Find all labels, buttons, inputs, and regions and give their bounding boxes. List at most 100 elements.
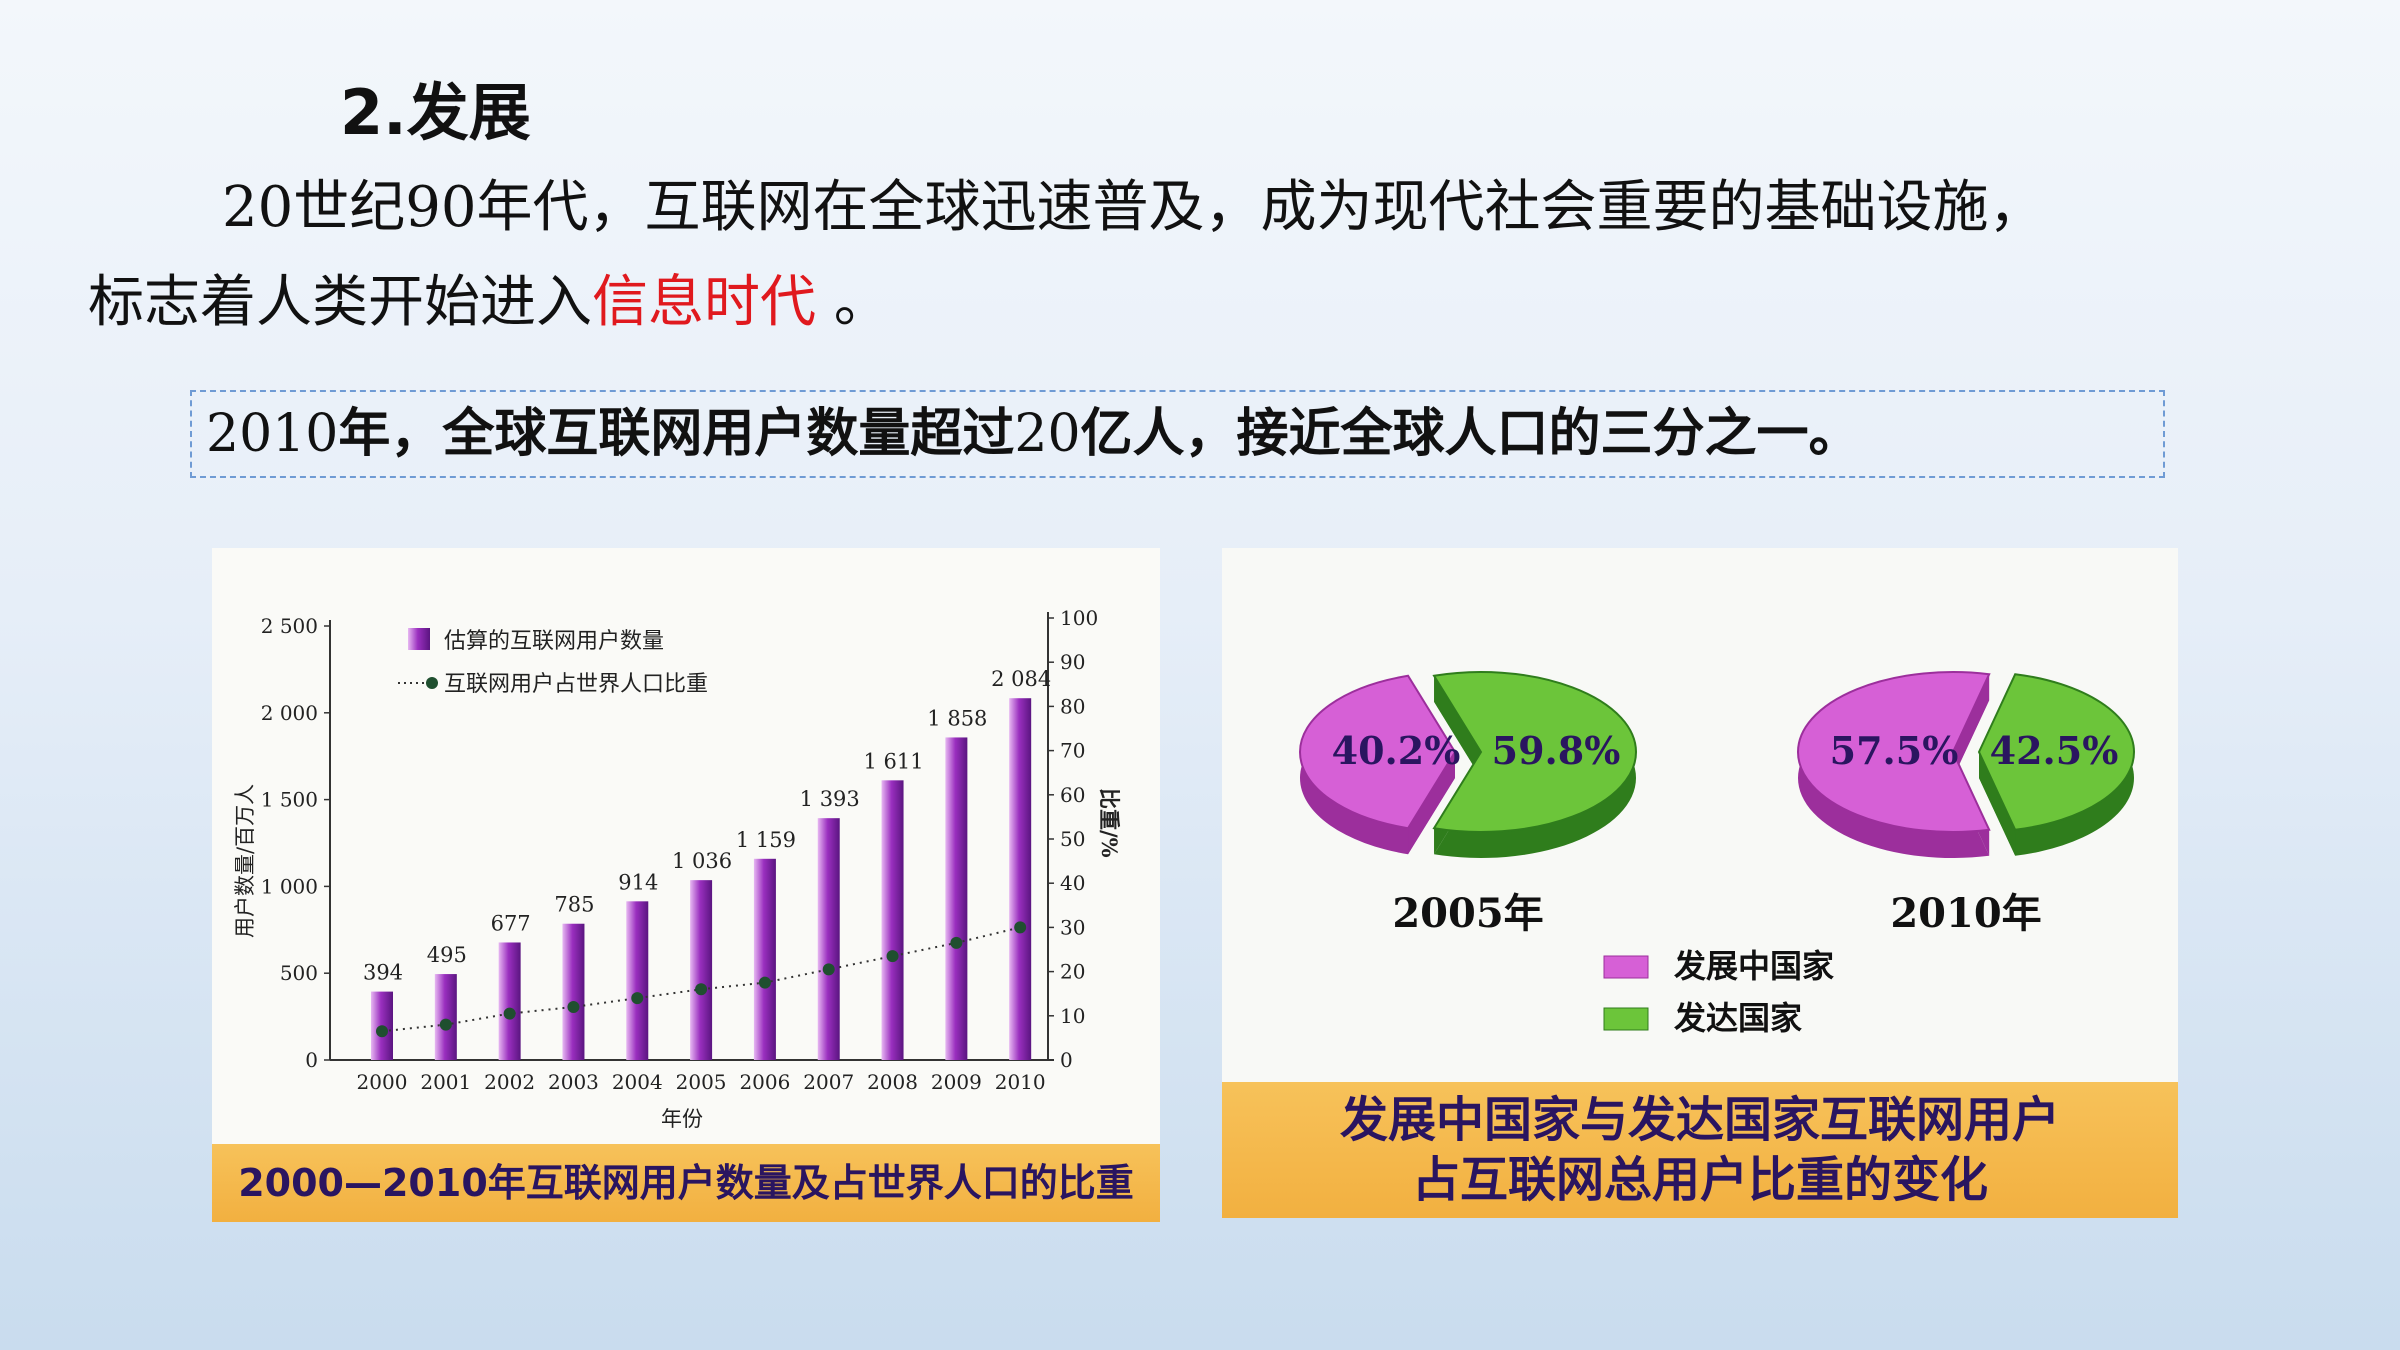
y-tick-label: 2 500 [261,614,318,638]
y2-tick-label: 20 [1060,960,1085,984]
legend-swatch [1603,955,1649,979]
bar-chart-panel: 0 500 1 000 1 500 2 000 2 500 0 10 20 30 40 50 60 70 8… [212,548,1160,1222]
pie-label-developed: 42.5% [1990,728,2119,773]
bar [562,923,585,1060]
x-axis-label: 年份 [661,1107,703,1131]
intro-line-2: 标志着人类开始进入信息时代 。 [88,255,2338,350]
x-tick-label: 2001 [420,1070,471,1094]
intro-paragraph: 20世纪90年代，互联网在全球迅速普及，成为现代社会重要的基础设施， 标志着人类… [88,160,2338,350]
x-tick-label: 2007 [803,1070,854,1094]
callout-number: 20 [1014,404,1081,464]
x-tick-label: 2002 [484,1070,535,1094]
share-point [376,1025,388,1038]
y2-tick-label: 80 [1060,694,1085,718]
y2-tick-label: 50 [1060,827,1085,851]
bar-data-label: 1 611 [863,749,923,773]
legend-label-users: 估算的互联网用户数量 [444,629,664,654]
y-tick-label: 2 000 [261,701,318,725]
share-point [695,983,708,996]
y2-axis-label: 比重/% [1097,788,1122,858]
bar [881,780,904,1060]
share-point [631,992,644,1005]
y-axis-label: 用户数量/百万人 [233,784,257,938]
pie-caption-line-1: 发展中国家与发达国家互联网用户 [1339,1092,2060,1148]
bar [498,942,521,1060]
pie-caption-line-2: 占互联网总用户比重的变化 [1411,1152,1988,1208]
pie-slice-developed [1432,671,1637,833]
pie-label-developed: 59.8% [1492,728,1621,773]
y2-tick-label: 40 [1060,871,1085,895]
x-tick-label: 2003 [548,1070,599,1094]
x-tick-label: 2005 [676,1070,727,1094]
y2-tick-label: 0 [1060,1048,1073,1072]
bar [1009,698,1032,1060]
x-tick-label: 2000 [357,1070,408,1094]
pie-label-developing: 57.5% [1830,728,1959,773]
intro-line-1: 20世纪90年代，互联网在全球迅速普及，成为现代社会重要的基础设施， [88,160,2338,255]
x-tick-label: 2004 [612,1070,663,1094]
x-tick-label: 2008 [867,1070,918,1094]
bar-data-label: 1 393 [800,787,860,811]
section-heading: 2.发展 [340,76,531,149]
legend-label: 发展中国家 [1674,947,1834,985]
bar-data-label: 677 [491,911,531,935]
y2-tick-label: 70 [1060,739,1085,763]
share-point [567,1000,580,1013]
bar-data-label: 495 [427,943,467,967]
bar [434,974,457,1060]
bar-chart: 0 500 1 000 1 500 2 000 2 500 0 10 20 30 40 50 60 70 8… [233,606,1122,1131]
info-age-highlight: 信息时代 [592,270,816,335]
pie-slice-developed-wall [1434,675,1481,778]
intro-line-2-suffix: 。 [816,270,890,335]
y-tick-label: 1 500 [261,788,318,812]
pie-label-developing: 40.2% [1332,728,1461,773]
callout-text-2: 亿人，接近全球人口的三分之一。 [1080,404,1861,464]
share-point [503,1007,516,1020]
pie-slice-developed-wall [1979,752,2016,856]
bar-data-label: 785 [554,893,594,917]
intro-line-1-text: 20世纪90年代，互联网在全球迅速普及，成为现代社会重要的基础设施， [222,175,2045,240]
legend-label-share: 互联网用户占世界人口比重 [444,672,708,697]
legend-swatch-users [408,628,430,650]
bar-data-label: 1 159 [736,828,796,852]
bar-data-label: 1 858 [927,706,987,730]
pie-year-label: 2005年 [1392,890,1543,937]
intro-line-2-prefix: 标志着人类开始进入 [88,270,592,335]
bar-chart-caption: 2000—2010年互联网用户数量及占世界人口的比重 [212,1144,1160,1222]
x-tick-label: 2006 [739,1070,790,1094]
pie-chart-caption: 发展中国家与发达国家互联网用户 占互联网总用户比重的变化 [1222,1082,2178,1218]
callout-text-1: 年，全球互联网用户数量超过 [338,404,1015,464]
x-tick-label: 2009 [931,1070,982,1094]
pie-slice-developing-wall [1408,752,1455,855]
share-point [1014,921,1027,934]
share-point [822,963,835,976]
pie-year-label: 2010年 [1890,890,2041,937]
y-tick-label: 500 [280,961,318,985]
legend-label: 发达国家 [1674,999,1802,1037]
share-point [439,1018,452,1031]
y2-tick-label: 10 [1060,1004,1085,1028]
pie-slice-developing [1797,671,1991,833]
y2-tick-label: 100 [1060,606,1098,630]
y2-tick-label: 60 [1060,783,1085,807]
bar [945,737,968,1060]
legend-swatch [1603,1007,1649,1031]
y-tick-label: 0 [305,1048,318,1072]
share-point [758,976,771,989]
callout-year: 2010 [206,404,339,464]
bar-data-label: 914 [618,870,658,894]
bar-data-label: 394 [363,961,403,985]
y2-tick-label: 30 [1060,915,1085,939]
y2-tick-label: 90 [1060,650,1085,674]
share-point [886,950,899,963]
bar [690,880,713,1060]
bar-data-label: 2 084 [991,667,1051,691]
callout-box: 2010年，全球互联网用户数量超过20亿人，接近全球人口的三分之一。 [190,390,2165,478]
pie-slice-developing [1299,674,1457,830]
pie-chart-panel: 40.2% 59.8% 2005年 57.5% 42.5% 2010年 发展中国家 发达国家 … [1222,548,2178,1218]
x-tick-label: 2010 [995,1070,1046,1094]
bar-data-label: 1 036 [672,849,732,873]
bar [817,818,840,1060]
pie-slice-developing-wall [1953,674,1990,778]
